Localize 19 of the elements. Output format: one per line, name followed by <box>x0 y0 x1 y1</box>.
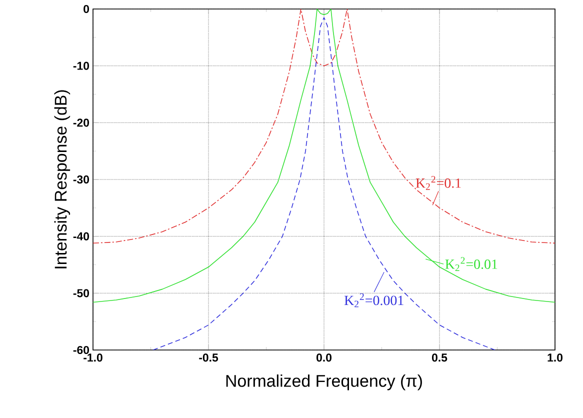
annotation: K$_{2}$$^{2}$=0.01 <box>445 257 498 271</box>
y-tick-label: -20 <box>73 118 90 127</box>
y-tick-label: -60 <box>73 346 90 354</box>
y-tick-label: -40 <box>73 232 90 240</box>
y-tick-label: 0 <box>84 4 90 14</box>
annotation: K$_{2}$$^{2}$=0.1 <box>416 176 461 190</box>
x-tick-label: 1.0 <box>548 354 562 362</box>
x-tick-label: -0.5 <box>199 354 218 362</box>
y-tick-label: -10 <box>73 62 90 70</box>
x-tick-label: 0.0 <box>316 354 332 362</box>
y-tick-label: -30 <box>73 175 90 184</box>
line-series <box>152 17 496 350</box>
x-tick-label: 0.5 <box>432 354 448 362</box>
x-axis-title: Normalized Frequency (π) <box>226 374 422 390</box>
annotation: K$_{2}$$^{2}$=0.001 <box>344 293 404 308</box>
y-axis-title: Intensity Response (dB) <box>54 90 70 268</box>
x-tick-label: -1.0 <box>84 354 102 362</box>
line-series <box>93 9 556 244</box>
y-tick-label: -50 <box>73 289 90 298</box>
